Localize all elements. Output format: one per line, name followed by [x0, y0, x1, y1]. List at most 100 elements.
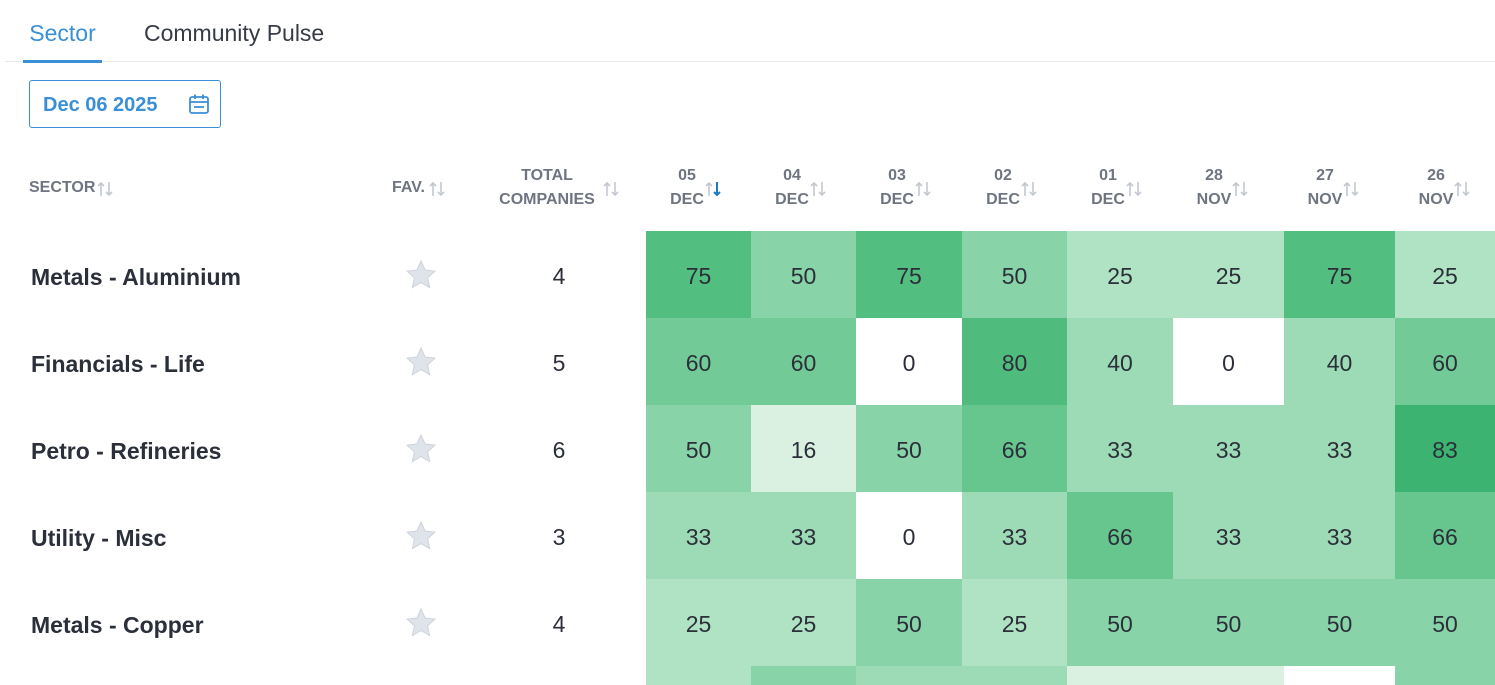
sort-icon[interactable]: [914, 180, 932, 198]
heat-cell: 33: [1173, 405, 1284, 492]
sort-icon[interactable]: [1231, 180, 1249, 198]
header-date-7[interactable]: 26 NOV: [1405, 164, 1467, 212]
header-sector[interactable]: SECTOR: [29, 176, 95, 200]
tab-bar: Sector Community Pulse: [5, 0, 1495, 63]
heat-cell: 75: [1284, 231, 1395, 318]
heat-cell: 25: [962, 579, 1067, 666]
heat-cell: [962, 666, 1067, 685]
calendar-icon[interactable]: [188, 93, 210, 115]
tab-community-pulse-label: Community Pulse: [144, 20, 325, 46]
heat-cell: 33: [751, 492, 856, 579]
header-date-0[interactable]: 05 DEC: [656, 164, 718, 212]
header-date-month: NOV: [1418, 191, 1454, 208]
tab-community-pulse[interactable]: Community Pulse: [144, 0, 324, 62]
star-icon[interactable]: [405, 607, 437, 639]
heat-cell: 50: [1395, 579, 1495, 666]
star-icon[interactable]: [405, 520, 437, 552]
heat-cell: 50: [751, 231, 856, 318]
star-icon[interactable]: [405, 259, 437, 291]
table-row[interactable]: Financials - Life 5 60 60 0 80 40 0 40 60: [5, 318, 1495, 405]
heat-cell: 50: [962, 231, 1067, 318]
tab-sector[interactable]: Sector: [23, 0, 102, 63]
header-date-2[interactable]: 03 DEC: [866, 164, 928, 212]
header-fav-label: FAV.: [392, 179, 425, 196]
sort-icon[interactable]: [809, 180, 827, 198]
heat-cell: 25: [646, 579, 751, 666]
heat-cell: [1395, 666, 1495, 685]
header-date-3[interactable]: 02 DEC: [972, 164, 1034, 212]
header-date-month: NOV: [1307, 191, 1343, 208]
date-picker[interactable]: Dec 06 2025: [29, 80, 221, 128]
header-total-companies[interactable]: TOTAL COMPANIES: [492, 164, 602, 212]
header-total-line2: COMPANIES: [499, 191, 595, 208]
header-total-line1: TOTAL: [521, 167, 573, 184]
sort-icon[interactable]: [1453, 180, 1471, 198]
sort-icon[interactable]: [428, 180, 446, 198]
sort-desc-active-icon[interactable]: [704, 180, 722, 198]
sort-icon[interactable]: [602, 180, 620, 198]
header-date-month: DEC: [880, 191, 914, 208]
heat-cell: [646, 666, 751, 685]
header-date-day: 02: [994, 167, 1012, 184]
heat-cell: 50: [856, 405, 962, 492]
header-date-1[interactable]: 04 DEC: [761, 164, 823, 212]
header-date-month: DEC: [775, 191, 809, 208]
sort-icon[interactable]: [96, 180, 114, 198]
total-companies-value: 6: [552, 437, 566, 463]
heat-cell: [751, 666, 856, 685]
header-date-day: 05: [678, 167, 696, 184]
heat-cell: 33: [1173, 492, 1284, 579]
sector-name[interactable]: Financials - Life: [31, 351, 205, 377]
header-date-4[interactable]: 01 DEC: [1077, 164, 1139, 212]
sector-name[interactable]: Metals - Aluminium: [31, 264, 241, 290]
heat-cell: 33: [1284, 492, 1395, 579]
table-row[interactable]: Metals - Aluminium 4 75 50 75 50 25 25 75 25: [5, 231, 1495, 318]
total-companies-value: 4: [552, 263, 566, 289]
heat-cell: 75: [856, 231, 962, 318]
heat-cell: 50: [1173, 579, 1284, 666]
heat-cell: 33: [962, 492, 1067, 579]
heat-cell: 25: [751, 579, 856, 666]
sector-name[interactable]: Utility - Misc: [31, 525, 167, 551]
star-icon[interactable]: [405, 433, 437, 465]
header-fav[interactable]: FAV.: [392, 176, 425, 200]
sector-name[interactable]: Metals - Copper: [31, 612, 204, 638]
heat-cell: 80: [962, 318, 1067, 405]
header-date-day: 28: [1205, 167, 1223, 184]
sector-name[interactable]: Petro - Refineries: [31, 438, 222, 464]
heat-cell: 25: [1067, 231, 1173, 318]
table-row[interactable]: Petro - Refineries 6 50 16 50 66 33 33 33 83: [5, 405, 1495, 492]
heat-cell: 83: [1395, 405, 1495, 492]
header-date-5[interactable]: 28 NOV: [1183, 164, 1245, 212]
table-row[interactable]: Utility - Misc 3 33 33 0 33 66 33 33 66: [5, 492, 1495, 579]
heat-cell: [856, 666, 962, 685]
header-date-day: 26: [1427, 167, 1445, 184]
header-date-day: 04: [783, 167, 801, 184]
heat-cell: 60: [751, 318, 856, 405]
sort-icon[interactable]: [1125, 180, 1143, 198]
star-icon[interactable]: [405, 346, 437, 378]
active-tab-indicator: [23, 60, 102, 63]
heat-cell: 33: [1284, 405, 1395, 492]
header-sector-label: SECTOR: [29, 179, 96, 196]
header-date-6[interactable]: 27 NOV: [1294, 164, 1356, 212]
table-row-partial: [646, 666, 1495, 685]
heat-cell: 50: [646, 405, 751, 492]
heat-cell: 25: [1173, 231, 1284, 318]
total-companies-value: 3: [552, 524, 566, 550]
heat-cell: 33: [1067, 405, 1173, 492]
header-date-month: NOV: [1196, 191, 1232, 208]
heat-cell: 0: [1173, 318, 1284, 405]
header-date-day: 03: [888, 167, 906, 184]
total-companies-value: 5: [552, 350, 566, 376]
header-date-month: DEC: [1091, 191, 1125, 208]
sort-icon[interactable]: [1342, 180, 1360, 198]
heat-cell: 60: [1395, 318, 1495, 405]
sort-icon[interactable]: [1020, 180, 1038, 198]
heat-cell: 60: [646, 318, 751, 405]
heat-cell: 66: [1067, 492, 1173, 579]
table-row[interactable]: Metals - Copper 4 25 25 50 25 50 50 50 50: [5, 579, 1495, 666]
heat-cell: 0: [856, 492, 962, 579]
heat-cell: 0: [856, 318, 962, 405]
